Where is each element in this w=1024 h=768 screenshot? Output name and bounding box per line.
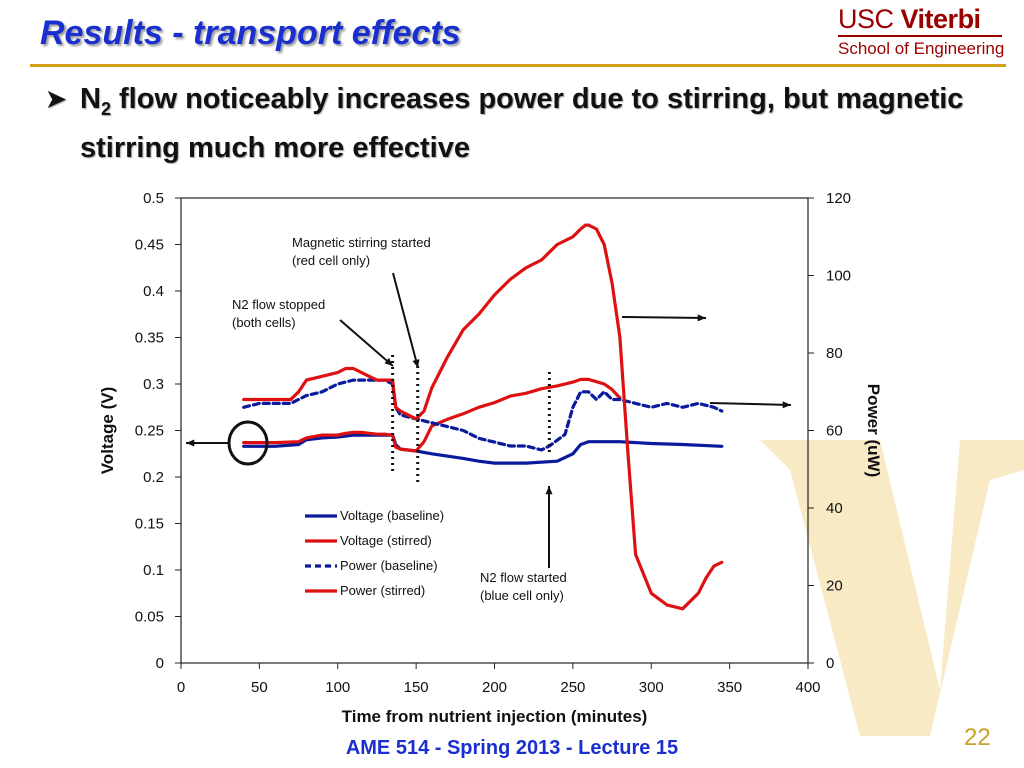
x-tick-label: 50: [251, 679, 268, 696]
annotation-arrow-stirring-head: [412, 359, 420, 368]
annotation-magnetic-stirring: (red cell only): [292, 253, 370, 268]
annotation-magnetic-stirring: Magnetic stirring started: [292, 235, 431, 250]
series-layer: [242, 223, 724, 611]
bullet-pre: N: [80, 83, 101, 115]
legend-label: Power (baseline): [340, 558, 438, 573]
y2-tick-label: 40: [826, 500, 843, 517]
x-tick-label: 350: [717, 679, 742, 696]
voltage-curves-circle: [227, 420, 269, 466]
title-divider: [30, 64, 1006, 67]
annotation-n2-stopped: (both cells): [232, 315, 296, 330]
arrow-to-power-axis-2: [709, 402, 792, 406]
bullet-arrow-icon: ➤: [46, 86, 67, 113]
y-tick-label: 0.3: [143, 376, 164, 393]
slide-footer: AME 514 - Spring 2013 - Lecture 15: [345, 737, 679, 759]
axes-layer: 0 50 100 150 200 250 300 350 40000.050.10.150.20…: [98, 190, 883, 726]
y-tick-label: 0.05: [135, 609, 164, 626]
y2-tick-label: 100: [826, 268, 851, 285]
y2-axis-title: Power (uW): [864, 384, 883, 478]
bullet-text: N2 flow noticeably increases power due t…: [80, 80, 980, 168]
arrow-to-power-axis-head: [697, 314, 706, 322]
transport-effects-chart: 0 50 100 150 200 250 300 350 40000.050.10.150.20…: [98, 190, 1024, 736]
legend: Voltage (baseline) Voltage (stirred) Power…: [305, 508, 444, 598]
annotation-n2-stopped: N2 flow stopped: [232, 297, 325, 312]
y-tick-label: 0.4: [143, 283, 164, 300]
y-tick-label: 0.15: [135, 516, 164, 533]
viterbi-v-watermark: [760, 440, 1024, 736]
bullet-subscript: 2: [100, 98, 111, 119]
x-axis-title: Time from nutrient injection (minutes): [342, 707, 648, 726]
arrow-to-voltage-axis-head: [186, 439, 195, 447]
x-tick-label: 0: [177, 679, 185, 696]
logo-wordmark: USC Viterbi: [838, 4, 1004, 34]
annotation-arrow-n2-stopped: [339, 319, 394, 367]
usc-viterbi-logo: USC Viterbi School of Engineering: [838, 4, 1004, 66]
y2-tick-label: 120: [826, 190, 851, 207]
y-tick-label: 0.25: [135, 423, 164, 440]
y-axis-title: Voltage (V): [98, 387, 117, 475]
x-tick-label: 400: [795, 679, 820, 696]
x-tick-label: 150: [404, 679, 429, 696]
annotation-arrow-stirring: [392, 272, 419, 369]
annotation-arrow-n2-started-head: [545, 486, 553, 495]
y-tick-label: 0.35: [135, 330, 164, 347]
series-power-baseline: [242, 378, 724, 452]
arrow-to-power-axis-2-head: [782, 401, 791, 409]
series-voltage-stirred: [242, 377, 622, 453]
y-tick-label: 0.2: [143, 469, 164, 486]
logo-viterbi: Viterbi: [900, 4, 982, 34]
y-tick-label: 0.1: [143, 562, 164, 579]
y-tick-label: 0.45: [135, 237, 164, 254]
logo-rule: [838, 35, 1002, 37]
logo-school: School of Engineering: [838, 39, 1005, 58]
x-tick-label: 250: [560, 679, 585, 696]
y-tick-label: 0: [156, 655, 164, 672]
annotation-layer: Magnetic stirring started (red cell only)…: [186, 235, 792, 603]
annotation-n2-started: (blue cell only): [480, 588, 564, 603]
legend-label: Voltage (stirred): [340, 533, 432, 548]
arrow-to-power-axis: [621, 316, 707, 319]
y2-tick-label: 20: [826, 578, 843, 595]
x-tick-label: 300: [639, 679, 664, 696]
y2-tick-label: 80: [826, 345, 843, 362]
x-tick-label: 100: [325, 679, 350, 696]
legend-label: Voltage (baseline): [340, 508, 444, 523]
legend-label: Power (stirred): [340, 583, 425, 598]
y2-tick-label: 60: [826, 423, 843, 440]
logo-usc: USC: [838, 4, 894, 34]
annotation-n2-started: N2 flow started: [480, 570, 567, 585]
y-tick-label: 0.5: [143, 190, 164, 207]
page-number: 22: [964, 724, 991, 751]
bullet-post: flow noticeably increases power due to s…: [80, 83, 964, 164]
y2-tick-label: 0: [826, 655, 834, 672]
x-tick-label: 200: [482, 679, 507, 696]
slide-title: Results - transport effects: [40, 14, 461, 52]
series-power-stirred: [242, 223, 724, 611]
annotation-arrow-n2-stopped-head: [384, 357, 393, 366]
